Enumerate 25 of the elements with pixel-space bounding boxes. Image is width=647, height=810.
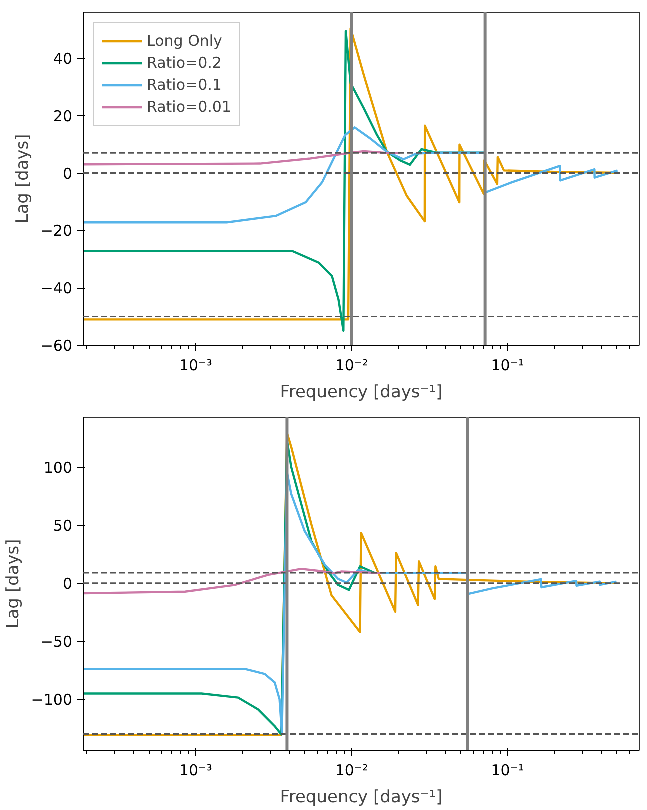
- y-tick-label: −60: [40, 337, 72, 355]
- legend-label: Long Only: [147, 32, 222, 50]
- y-tick-label: 0: [62, 574, 73, 593]
- x-tick-label: 10⁻²: [335, 356, 368, 374]
- legend-label: Ratio=0.1: [147, 76, 222, 94]
- x-axis-title: Frequency [days⁻¹]: [280, 788, 443, 808]
- x-tick-label: 10⁻¹: [491, 356, 524, 374]
- y-tick-label: 50: [53, 516, 73, 535]
- y-tick-label: 40: [53, 50, 73, 68]
- y-tick-label: −20: [40, 222, 72, 240]
- y-axis-title: Lag [days]: [12, 134, 33, 224]
- y-axis-title: Lag [days]: [3, 539, 24, 629]
- y-tick-label: −50: [40, 632, 72, 651]
- legend-label: Ratio=0.2: [147, 54, 222, 72]
- x-axis-title: Frequency [days⁻¹]: [280, 382, 443, 402]
- y-tick-label: −100: [31, 690, 73, 709]
- x-tick-label: 10⁻¹: [491, 762, 524, 780]
- legend-label: Ratio=0.01: [147, 98, 232, 116]
- y-tick-label: −40: [40, 280, 72, 298]
- y-tick-label: 100: [44, 458, 73, 477]
- x-tick-label: 10⁻³: [179, 356, 212, 374]
- y-tick-label: 20: [53, 107, 73, 126]
- x-tick-label: 10⁻³: [179, 762, 212, 780]
- x-tick-label: 10⁻²: [335, 762, 368, 780]
- y-tick-label: 0: [62, 164, 73, 183]
